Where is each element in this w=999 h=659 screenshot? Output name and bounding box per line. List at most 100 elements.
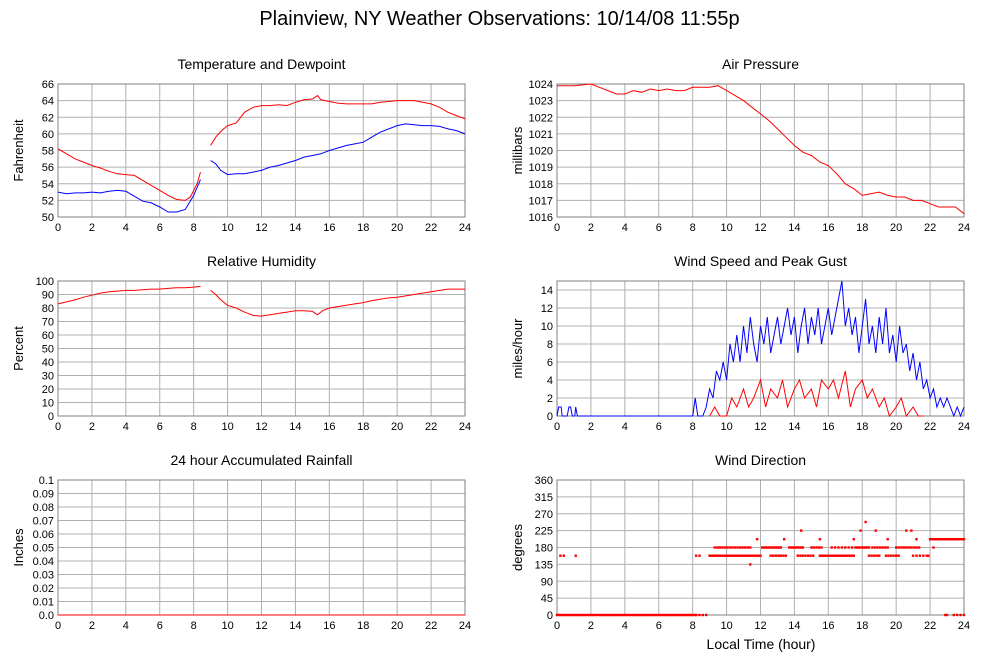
data-point xyxy=(867,546,871,549)
x-tick-label: 20 xyxy=(391,421,403,433)
y-tick-label: 0.05 xyxy=(33,543,54,555)
data-point xyxy=(577,613,581,617)
data-point xyxy=(774,554,777,557)
data-point xyxy=(647,613,650,617)
data-point xyxy=(582,613,586,617)
x-tick-label: 20 xyxy=(890,222,902,234)
data-point xyxy=(739,546,742,549)
data-point xyxy=(710,554,713,557)
x-tick-label: 24 xyxy=(958,421,970,433)
data-point xyxy=(564,613,567,617)
y-axis-label: Inches xyxy=(11,528,26,567)
data-point xyxy=(917,546,921,549)
data-point xyxy=(957,538,961,541)
data-point xyxy=(557,613,560,617)
data-point xyxy=(664,613,667,617)
x-tick-label: 10 xyxy=(720,620,732,632)
data-point xyxy=(789,546,793,549)
y-tick-label: 1024 xyxy=(529,79,553,91)
data-point xyxy=(676,613,679,617)
data-point xyxy=(766,546,769,549)
y-tick-label: 270 xyxy=(535,509,553,521)
data-point xyxy=(571,613,574,617)
data-point xyxy=(559,613,562,617)
x-tick-label: 8 xyxy=(690,421,696,433)
data-point xyxy=(615,613,618,617)
x-tick-label: 14 xyxy=(289,421,301,433)
data-point xyxy=(804,554,807,557)
data-point xyxy=(839,554,842,557)
data-point xyxy=(686,613,689,617)
data-point xyxy=(698,613,701,617)
data-point xyxy=(655,613,659,617)
data-point xyxy=(713,554,716,557)
data-point xyxy=(721,546,724,549)
data-point xyxy=(905,546,908,549)
x-tick-label: 20 xyxy=(890,620,902,632)
data-point xyxy=(727,554,730,557)
y-tick-label: 30 xyxy=(42,371,54,383)
data-point xyxy=(576,613,579,617)
data-point xyxy=(864,520,867,524)
data-point xyxy=(875,554,878,557)
data-point xyxy=(925,554,928,557)
data-point xyxy=(735,554,738,557)
data-point xyxy=(867,554,871,557)
x-tick-label: 16 xyxy=(323,620,335,632)
data-point xyxy=(694,613,698,617)
data-point xyxy=(591,613,594,617)
data-point xyxy=(728,546,732,549)
y-tick-label: 1017 xyxy=(529,195,553,207)
x-tick-label: 0 xyxy=(55,421,61,433)
data-point xyxy=(718,554,721,557)
series-line xyxy=(57,179,201,213)
data-point xyxy=(801,554,805,557)
data-point xyxy=(772,546,776,549)
data-point xyxy=(910,546,913,549)
data-point xyxy=(782,554,785,557)
data-point xyxy=(828,554,832,557)
x-tick-label: 14 xyxy=(289,222,301,234)
x-tick-label: 24 xyxy=(958,620,970,632)
data-point xyxy=(850,554,854,557)
data-point xyxy=(874,529,877,532)
data-point xyxy=(818,538,822,541)
data-point xyxy=(638,613,642,617)
data-point xyxy=(667,613,671,617)
data-point xyxy=(944,613,947,617)
data-point xyxy=(621,613,625,617)
data-point xyxy=(579,613,582,617)
data-point xyxy=(688,613,691,617)
data-point xyxy=(872,554,876,557)
x-tick-label: 22 xyxy=(425,222,437,234)
data-point xyxy=(677,613,681,617)
series-line xyxy=(210,123,466,176)
data-point xyxy=(847,554,850,557)
y-tick-label: 90 xyxy=(42,290,54,302)
y-tick-label: 12 xyxy=(541,303,553,315)
data-point xyxy=(959,538,962,541)
data-point xyxy=(684,613,688,617)
y-tick-label: 10 xyxy=(541,321,553,333)
data-point xyxy=(774,546,777,549)
data-point xyxy=(671,613,674,617)
data-point xyxy=(881,546,884,549)
data-point xyxy=(701,613,704,617)
data-point xyxy=(588,613,591,617)
y-tick-label: 360 xyxy=(535,475,553,487)
y-tick-label: 0 xyxy=(547,411,553,423)
y-tick-label: 0.03 xyxy=(33,570,54,582)
data-point xyxy=(939,538,942,541)
data-point xyxy=(873,546,877,549)
data-point xyxy=(754,554,757,557)
data-point xyxy=(645,613,649,617)
data-point xyxy=(742,554,745,557)
data-point xyxy=(902,546,905,549)
data-point xyxy=(562,613,565,617)
data-point xyxy=(779,554,782,557)
x-tick-label: 6 xyxy=(157,620,163,632)
data-point xyxy=(796,554,799,557)
